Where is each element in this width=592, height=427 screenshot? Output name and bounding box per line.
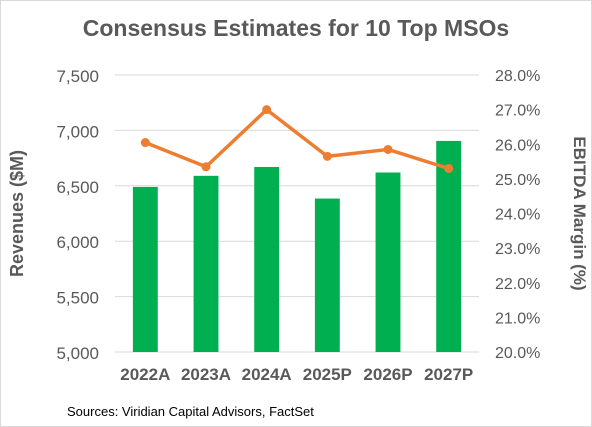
bar-2022A xyxy=(132,186,158,352)
y-tick-label: 7,000 xyxy=(56,122,99,141)
y2-tick-label: 27.0% xyxy=(495,103,540,120)
y-tick-label: 5,500 xyxy=(56,289,99,308)
margin-point-2027P xyxy=(444,163,454,173)
margin-point-2026P xyxy=(383,144,393,154)
y2-tick-label: 25.0% xyxy=(495,172,540,189)
margin-point-2024A xyxy=(262,105,272,115)
y2-axis-title: EBITDA Margin (%) xyxy=(570,136,589,290)
bar-2024A xyxy=(254,166,280,352)
y-axis-title: Revenues ($M) xyxy=(7,150,27,277)
bar-2025P xyxy=(314,198,340,352)
y-tick-label: 6,000 xyxy=(56,233,99,252)
y-tick-label: 7,500 xyxy=(56,67,99,86)
y2-tick-label: 23.0% xyxy=(495,241,540,258)
y2-tick-label: 22.0% xyxy=(495,276,540,293)
x-tick-label: 2023A xyxy=(181,365,231,384)
y-tick-label: 6,500 xyxy=(56,178,99,197)
x-tick-label: 2026P xyxy=(363,365,412,384)
source-note: Sources: Viridian Capital Advisors, Fact… xyxy=(67,404,314,419)
bar-2027P xyxy=(436,140,462,352)
y2-tick-label: 28.0% xyxy=(495,68,540,85)
y2-tick-label: 24.0% xyxy=(495,207,540,224)
y2-tick-label: 26.0% xyxy=(495,137,540,154)
x-tick-label: 2024A xyxy=(242,365,292,384)
y-tick-label: 5,000 xyxy=(56,344,99,363)
margin-point-2023A xyxy=(201,162,211,172)
bar-2026P xyxy=(375,172,401,352)
x-tick-label: 2027P xyxy=(424,365,473,384)
margin-point-2025P xyxy=(322,151,332,161)
x-tick-label: 2025P xyxy=(303,365,352,384)
bar-2023A xyxy=(193,175,219,352)
chart-title: Consensus Estimates for 10 Top MSOs xyxy=(82,15,510,41)
margin-line xyxy=(144,107,450,171)
y2-tick-label: 21.0% xyxy=(495,310,540,327)
x-tick-label: 2022A xyxy=(120,365,170,384)
y2-tick-label: 20.0% xyxy=(495,345,540,362)
margin-point-2022A xyxy=(140,138,150,148)
